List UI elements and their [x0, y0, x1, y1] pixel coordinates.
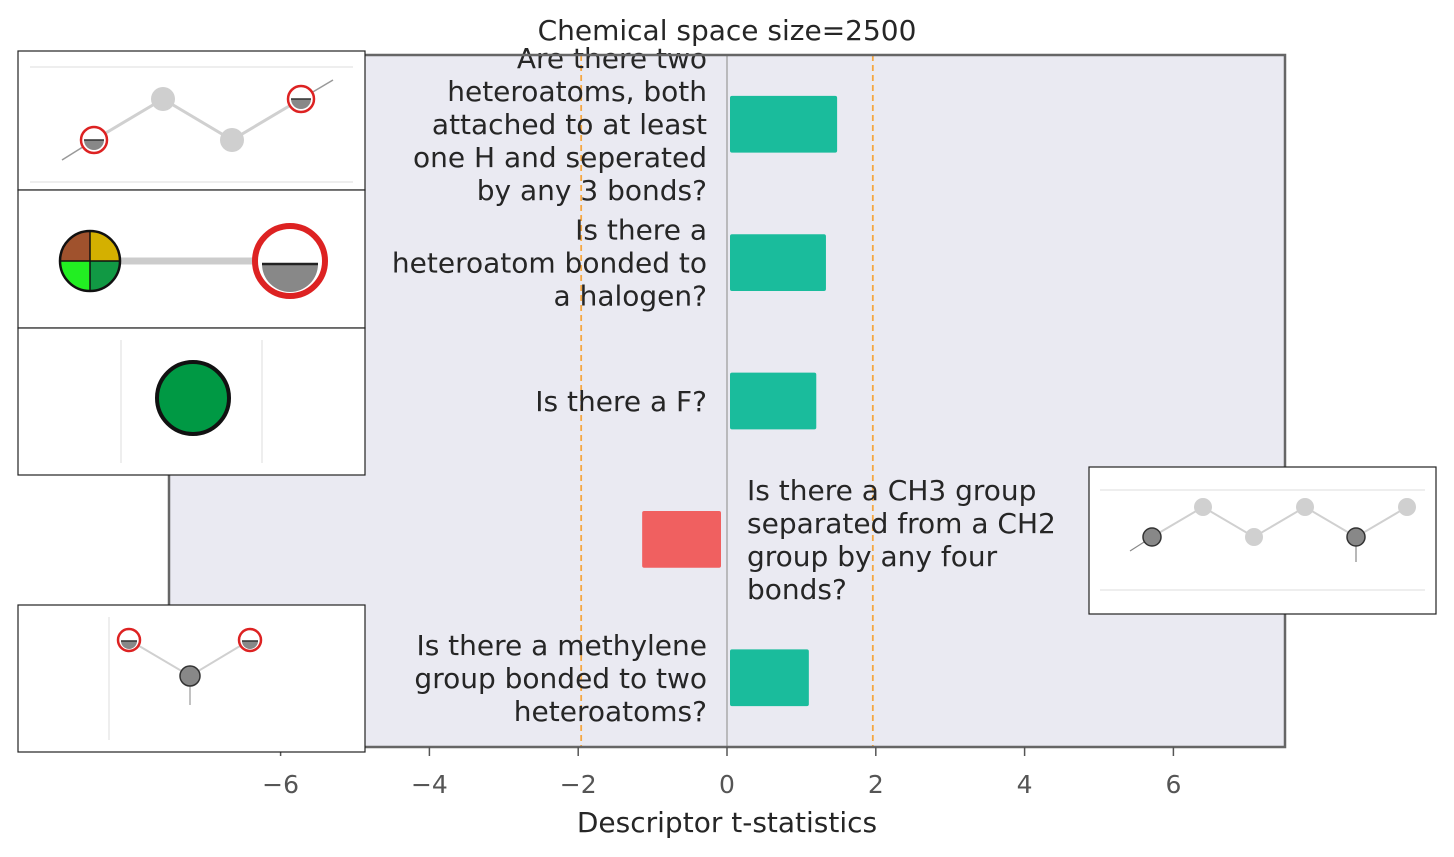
bar-label-1-line-5: by any 3 bonds?	[477, 174, 707, 207]
bar-label-3: Is there a F?	[535, 385, 707, 418]
bar-label-4-line-1: Is there a CH3 group	[747, 474, 1036, 507]
bar-label-4: Is there a CH3 group separated from a CH2…	[747, 474, 1056, 606]
bar-label-4-line-2: separated from a CH2	[747, 507, 1056, 540]
x-tick-label-6: 4	[1017, 770, 1033, 799]
molecule-image-5	[17, 604, 366, 753]
bar-label-2-line-2: heteroatom bonded to	[392, 247, 707, 280]
bar-label-1-line-3: attached to at least	[432, 108, 707, 141]
bar-label-3-line-1: Is there a F?	[535, 385, 707, 418]
x-tick-label-5: 2	[868, 770, 884, 799]
x-axis-label: Descriptor t-statistics	[577, 806, 877, 839]
molecule-image-4	[1088, 466, 1437, 615]
x-axis: −6 −4 −2 0 2 4 6	[262, 747, 1181, 799]
bar-label-1-line-2: heteroatoms, both	[447, 75, 707, 108]
bar-1	[730, 95, 838, 153]
bar-label-1: Are there two heteroatoms, both attached t…	[413, 42, 707, 207]
bar-label-4-line-3: group by any four	[747, 540, 998, 573]
threshold-lines	[580, 55, 874, 747]
bar-label-5: Is there a methylene group bonded to two h…	[414, 629, 707, 728]
bar-label-2: Is there a heteroatom bonded to a halogen?	[392, 214, 707, 313]
molecule-image-2	[17, 189, 366, 329]
chart-title: Chemical space size=2500	[538, 14, 917, 47]
bar-label-2-line-1: Is there a	[575, 214, 707, 247]
bar-3	[730, 372, 817, 430]
bar-label-4-line-4: bonds?	[747, 573, 847, 606]
x-tick-label-2: −4	[411, 770, 448, 799]
molecule-image-1	[17, 50, 366, 191]
molecule-image-3	[17, 327, 366, 476]
x-tick-label-3: −2	[560, 770, 597, 799]
bar-2	[730, 234, 826, 291]
bar-label-5-line-1: Is there a methylene	[416, 629, 707, 662]
bar-label-5-line-3: heteroatoms?	[514, 695, 707, 728]
x-tick-label-7: 6	[1165, 770, 1181, 799]
bar-label-2-line-3: a halogen?	[554, 280, 707, 313]
bar-4	[642, 511, 721, 568]
x-tick-label-1: −6	[262, 770, 299, 799]
x-tick-label-4: 0	[719, 770, 735, 799]
bar-label-1-line-4: one H and seperated	[413, 141, 707, 174]
bar-5	[730, 649, 809, 707]
bar-label-5-line-2: group bonded to two	[414, 662, 707, 695]
bar-label-1-line-1: Are there two	[517, 42, 707, 75]
bars: Are there two heteroatoms, both attached t…	[392, 42, 1056, 728]
